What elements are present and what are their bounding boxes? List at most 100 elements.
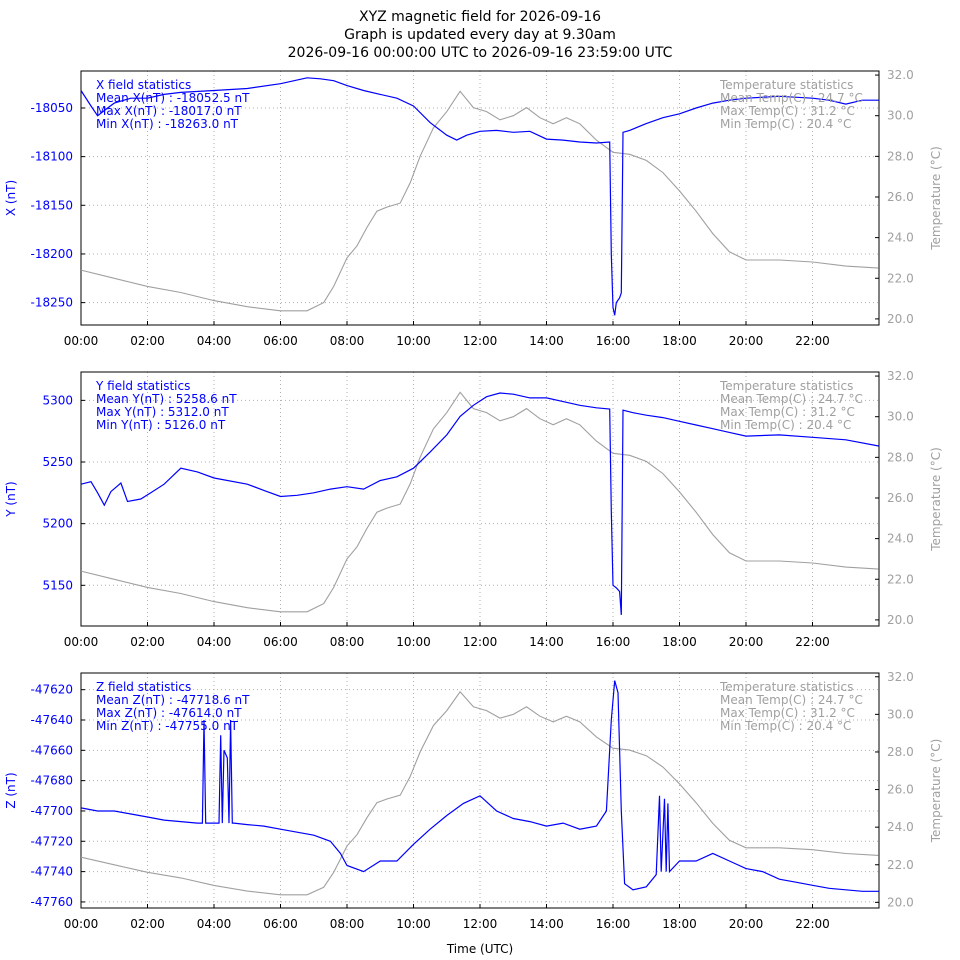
y2-tick-label: 28.0 <box>887 745 914 759</box>
field-stats-line: Mean Z(nT) : -47718.6 nT <box>96 693 250 707</box>
field-stats-line: Mean X(nT) : -18052.5 nT <box>96 91 250 105</box>
y2-tick-label: 32.0 <box>887 68 914 82</box>
y-tick-label: -18150 <box>30 198 73 212</box>
y-tick-label: 5200 <box>42 517 73 531</box>
x-tick-label: 16:00 <box>596 635 631 649</box>
y-axis-title: Z (nT) <box>4 772 18 808</box>
x-tick-label: 00:00 <box>64 334 99 348</box>
x-tick-label: 02:00 <box>130 334 165 348</box>
x-tick-label: 10:00 <box>396 334 431 348</box>
temp-stats-line: Temperature statistics <box>719 680 853 694</box>
y-tick-label: -47760 <box>30 895 73 909</box>
temp-stats-line: Temperature statistics <box>719 379 853 393</box>
chart-panels: 00:00 02:00 04:00 06:00 08:00 10:00 12:00 14:00… <box>4 68 943 931</box>
x-tick-label: 06:00 <box>263 917 298 931</box>
temp-stats-line: Min Temp(C) : 20.4 °C <box>720 117 851 131</box>
x-tick-label: 08:00 <box>330 917 365 931</box>
y-tick-label: 5300 <box>42 393 73 407</box>
y-tick-label: -18100 <box>30 150 73 164</box>
field-stats-line: Max Y(nT) : 5312.0 nT <box>96 405 229 419</box>
x-tick-label: 08:00 <box>330 334 365 348</box>
x-tick-label: 18:00 <box>662 917 697 931</box>
field-stats-line: X field statistics <box>96 78 191 92</box>
plot-frame <box>80 70 880 326</box>
y2-tick-label: 30.0 <box>887 707 914 721</box>
field-series-line <box>80 77 879 316</box>
x-tick-label: 04:00 <box>197 334 232 348</box>
y2-axis-title: Temperature (°C) <box>929 739 943 844</box>
y-tick-label: -47740 <box>30 865 73 879</box>
y2-tick-label: 24.0 <box>887 231 914 245</box>
y2-tick-label: 20.0 <box>887 613 914 627</box>
temp-stats-line: Max Temp(C) : 31.2 °C <box>720 104 855 118</box>
x-tick-label: 20:00 <box>729 917 764 931</box>
x-tick-label: 10:00 <box>396 917 431 931</box>
x-tick-label: 22:00 <box>795 917 830 931</box>
y-tick-label: -47660 <box>30 743 73 757</box>
x-tick-label: 20:00 <box>729 334 764 348</box>
temp-stats-line: Mean Temp(C) : 24.7 °C <box>720 693 863 707</box>
y2-tick-label: 32.0 <box>887 369 914 383</box>
x-tick-label: 22:00 <box>795 334 830 348</box>
plot-frame <box>80 371 880 627</box>
y2-tick-label: 26.0 <box>887 783 914 797</box>
y-tick-label: -18250 <box>30 296 73 310</box>
y2-tick-label: 28.0 <box>887 149 914 163</box>
title-line-3: 2026-09-16 00:00:00 UTC to 2026-09-16 23… <box>288 45 673 61</box>
y-tick-label: -18200 <box>30 247 73 261</box>
y2-axis-title: Temperature (°C) <box>929 146 943 251</box>
field-stats-line: Max X(nT) : -18017.0 nT <box>96 104 242 118</box>
y-axis-title: X (nT) <box>4 180 18 216</box>
field-stats-line: Min Z(nT) : -47755.0 nT <box>96 719 239 733</box>
x-tick-label: 06:00 <box>263 635 298 649</box>
temp-stats-line: Mean Temp(C) : 24.7 °C <box>720 91 863 105</box>
x-tick-label: 14:00 <box>529 635 564 649</box>
x-tick-label: 16:00 <box>596 334 631 348</box>
x-tick-label: 10:00 <box>396 635 431 649</box>
y2-tick-label: 30.0 <box>887 410 914 424</box>
x-tick-label: 14:00 <box>529 917 564 931</box>
chart-title: XYZ magnetic field for 2026-09-16 Graph … <box>288 9 673 61</box>
x-tick-label: 18:00 <box>662 334 697 348</box>
y2-tick-label: 20.0 <box>887 895 914 909</box>
y2-tick-label: 20.0 <box>887 312 914 326</box>
y-tick-label: -18050 <box>30 101 73 115</box>
y-tick-label: -47700 <box>30 804 73 818</box>
temp-stats-line: Max Temp(C) : 31.2 °C <box>720 405 855 419</box>
field-stats-line: Min X(nT) : -18263.0 nT <box>96 117 239 131</box>
temp-stats-line: Min Temp(C) : 20.4 °C <box>720 418 851 432</box>
x-tick-label: 12:00 <box>463 334 498 348</box>
y-axis-title: Y (nT) <box>4 481 18 517</box>
y2-tick-label: 22.0 <box>887 271 914 285</box>
x-tick-label: 12:00 <box>463 635 498 649</box>
y2-tick-label: 30.0 <box>887 109 914 123</box>
x-tick-label: 02:00 <box>130 917 165 931</box>
y2-tick-label: 24.0 <box>887 532 914 546</box>
temperature-series-line <box>80 90 879 312</box>
field-stats-line: Y field statistics <box>95 379 190 393</box>
field-series-line <box>80 392 879 615</box>
y2-tick-label: 28.0 <box>887 450 914 464</box>
x-tick-label: 12:00 <box>463 917 498 931</box>
x-tick-label: 00:00 <box>64 635 99 649</box>
field-stats-line: Z field statistics <box>96 680 191 694</box>
plot-frame <box>80 672 880 909</box>
field-stats-line: Mean Y(nT) : 5258.6 nT <box>96 392 237 406</box>
temp-stats-line: Max Temp(C) : 31.2 °C <box>720 706 855 720</box>
y2-tick-label: 32.0 <box>887 670 914 684</box>
y2-tick-label: 22.0 <box>887 858 914 872</box>
x-tick-label: 04:00 <box>197 917 232 931</box>
x-tick-label: 16:00 <box>596 917 631 931</box>
y2-tick-label: 26.0 <box>887 190 914 204</box>
x-tick-label: 04:00 <box>197 635 232 649</box>
temperature-series-line <box>80 690 879 896</box>
x-tick-label: 14:00 <box>529 334 564 348</box>
x-tick-label: 18:00 <box>662 635 697 649</box>
y-tick-label: 5250 <box>42 455 73 469</box>
y-tick-label: -47680 <box>30 774 73 788</box>
field-stats-line: Max Z(nT) : -47614.0 nT <box>96 706 242 720</box>
y-tick-label: -47620 <box>30 683 73 697</box>
x-tick-label: 06:00 <box>263 334 298 348</box>
panel-y: 00:00 02:00 04:00 06:00 08:00 10:00 12:00 14:00… <box>4 369 943 649</box>
temp-stats-line: Temperature statistics <box>719 78 853 92</box>
